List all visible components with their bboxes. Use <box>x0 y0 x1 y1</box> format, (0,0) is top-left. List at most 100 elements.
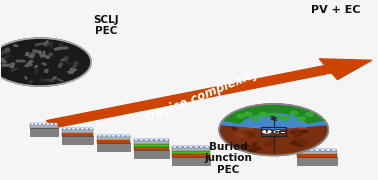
Circle shape <box>144 139 148 141</box>
Polygon shape <box>60 58 66 61</box>
Polygon shape <box>4 48 9 52</box>
Polygon shape <box>271 136 277 138</box>
Bar <box>62 133 93 136</box>
Polygon shape <box>58 63 62 67</box>
Polygon shape <box>72 62 78 68</box>
Circle shape <box>68 128 70 129</box>
Bar <box>280 131 285 133</box>
Polygon shape <box>239 122 248 126</box>
Circle shape <box>90 128 93 130</box>
Circle shape <box>160 139 163 141</box>
Polygon shape <box>42 63 46 65</box>
Circle shape <box>299 149 301 150</box>
Polygon shape <box>6 49 9 51</box>
Wedge shape <box>222 104 325 124</box>
Bar <box>97 136 130 140</box>
Bar <box>172 157 210 165</box>
Circle shape <box>160 139 163 140</box>
Circle shape <box>275 115 282 119</box>
Circle shape <box>282 116 290 120</box>
Circle shape <box>290 111 298 115</box>
Circle shape <box>55 123 56 124</box>
Polygon shape <box>298 125 307 129</box>
Polygon shape <box>50 77 57 81</box>
Circle shape <box>304 149 308 151</box>
Polygon shape <box>46 66 332 128</box>
Polygon shape <box>0 51 6 55</box>
Polygon shape <box>57 79 63 82</box>
Polygon shape <box>40 79 46 81</box>
Circle shape <box>315 149 319 151</box>
Circle shape <box>205 146 209 148</box>
Circle shape <box>73 128 74 129</box>
Polygon shape <box>290 140 306 147</box>
Circle shape <box>174 146 176 147</box>
Circle shape <box>50 123 53 125</box>
Circle shape <box>127 135 129 136</box>
Polygon shape <box>28 53 34 57</box>
Circle shape <box>200 146 204 148</box>
Circle shape <box>85 128 88 130</box>
Polygon shape <box>45 42 53 46</box>
Bar <box>134 144 169 147</box>
Polygon shape <box>319 59 372 80</box>
Bar <box>297 150 337 154</box>
Bar <box>31 124 57 128</box>
Circle shape <box>298 117 305 120</box>
Polygon shape <box>16 60 25 62</box>
Circle shape <box>321 149 325 151</box>
Circle shape <box>67 128 71 130</box>
Circle shape <box>333 149 335 150</box>
Bar <box>62 136 93 144</box>
Polygon shape <box>291 131 301 135</box>
Polygon shape <box>43 51 45 56</box>
Circle shape <box>173 146 177 148</box>
Polygon shape <box>35 68 37 73</box>
Circle shape <box>183 146 187 148</box>
Circle shape <box>51 123 53 124</box>
Circle shape <box>99 135 101 136</box>
Polygon shape <box>266 129 280 132</box>
Circle shape <box>86 128 88 129</box>
Circle shape <box>135 139 137 140</box>
Polygon shape <box>231 126 238 130</box>
Polygon shape <box>252 143 256 147</box>
Polygon shape <box>243 145 250 148</box>
Circle shape <box>305 149 307 150</box>
Bar <box>134 150 169 158</box>
Polygon shape <box>54 47 63 50</box>
Bar <box>172 151 210 154</box>
Bar <box>31 128 57 136</box>
Polygon shape <box>25 77 27 79</box>
Polygon shape <box>45 69 48 72</box>
Polygon shape <box>28 55 34 57</box>
Polygon shape <box>294 131 302 138</box>
Polygon shape <box>35 43 44 46</box>
Circle shape <box>126 135 130 137</box>
Bar <box>134 147 169 150</box>
Circle shape <box>322 149 324 150</box>
Polygon shape <box>265 140 275 146</box>
Bar <box>262 127 286 136</box>
Polygon shape <box>2 64 9 66</box>
Circle shape <box>39 123 42 125</box>
Circle shape <box>189 146 193 148</box>
Polygon shape <box>49 53 53 56</box>
Circle shape <box>327 149 330 150</box>
Polygon shape <box>39 52 43 57</box>
Circle shape <box>112 135 116 137</box>
Circle shape <box>107 135 111 137</box>
Bar <box>172 147 210 151</box>
Circle shape <box>36 123 37 124</box>
Circle shape <box>237 114 244 118</box>
Polygon shape <box>247 130 255 137</box>
Text: Buried
junction
PEC: Buried junction PEC <box>204 142 253 175</box>
Circle shape <box>194 146 198 148</box>
Circle shape <box>77 128 79 129</box>
Circle shape <box>54 123 57 125</box>
Circle shape <box>118 135 119 136</box>
Polygon shape <box>228 121 236 125</box>
Polygon shape <box>60 47 68 49</box>
Circle shape <box>116 135 120 137</box>
Polygon shape <box>235 132 245 138</box>
